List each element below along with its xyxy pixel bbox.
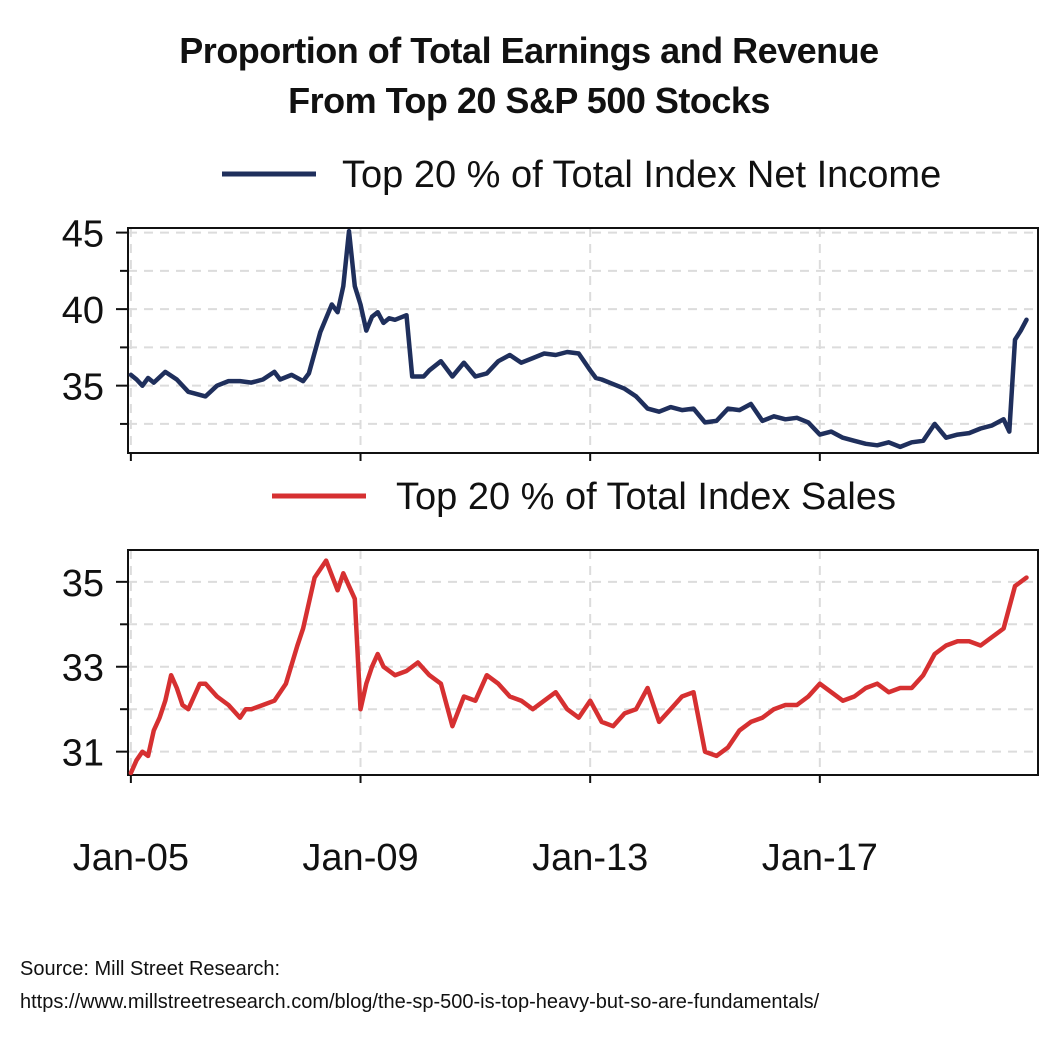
source-note: Source: Mill Street Research: https://ww… [20, 953, 819, 1019]
source-line-2: https://www.millstreetresearch.com/blog/… [20, 991, 820, 1013]
chart-title: Proportion of Total Earnings and Revenue… [0, 26, 1058, 126]
panel-2: Top 20 % of Total Index Sales 31 33 35 Jan-0… [62, 476, 1039, 879]
x-tick-label: Jan-09 [302, 837, 418, 879]
legend-label-1: Top 20 % of Total Index Net Income [342, 154, 941, 196]
y-tick-label: 45 [62, 214, 104, 256]
plot-frame-1 [127, 227, 1039, 454]
series-line-2 [128, 558, 1029, 776]
panel-1: Top 20 % of Total Index Net Income 35 40 45 [62, 154, 1039, 461]
plot-frame-2 [127, 549, 1039, 776]
legend-label-2: Top 20 % of Total Index Sales [396, 476, 896, 518]
y-tick-label: 31 [62, 733, 104, 775]
y-tick-label: 35 [62, 367, 104, 409]
source-line-1: Source: Mill Street Research: [20, 958, 281, 980]
y-tick-label: 40 [62, 290, 104, 332]
x-tick-label: Jan-13 [532, 837, 648, 879]
x-tick-label: Jan-05 [73, 837, 189, 879]
series-line-1 [128, 228, 1029, 450]
chart-title-line-1: Proportion of Total Earnings and Revenue [179, 30, 879, 71]
chart-title-line-2: From Top 20 S&P 500 Stocks [288, 80, 770, 121]
y-tick-label: 35 [62, 563, 104, 605]
y-tick-label: 33 [62, 648, 104, 690]
x-tick-label: Jan-17 [762, 837, 878, 879]
